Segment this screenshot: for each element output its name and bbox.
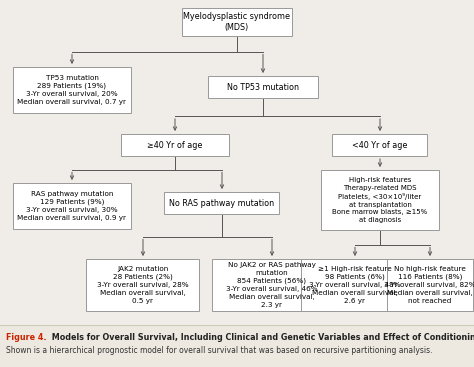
FancyBboxPatch shape [387, 259, 473, 311]
Text: No high-risk feature
116 Patients (8%)
3-Yr overall survival, 82%
Median overall: No high-risk feature 116 Patients (8%) 3… [384, 266, 474, 304]
FancyBboxPatch shape [332, 134, 428, 156]
Text: No JAK2 or RAS pathway
mutation
854 Patients (56%)
3-Yr overall survival, 46%
Me: No JAK2 or RAS pathway mutation 854 Pati… [226, 262, 318, 308]
Text: <40 Yr of age: <40 Yr of age [352, 141, 408, 149]
FancyBboxPatch shape [182, 8, 292, 36]
Text: Figure 4.: Figure 4. [6, 333, 46, 342]
Text: Shown is a hierarchical prognostic model for overall survival that was based on : Shown is a hierarchical prognostic model… [6, 346, 432, 355]
FancyBboxPatch shape [164, 192, 280, 214]
FancyBboxPatch shape [301, 259, 409, 311]
FancyBboxPatch shape [13, 67, 131, 113]
FancyBboxPatch shape [13, 183, 131, 229]
FancyBboxPatch shape [321, 170, 439, 230]
Text: ≥40 Yr of age: ≥40 Yr of age [147, 141, 203, 149]
Text: No RAS pathway mutation: No RAS pathway mutation [169, 199, 274, 207]
Text: ≥1 High-risk feature
98 Patients (6%)
3-Yr overall survival, 49%
Median overall : ≥1 High-risk feature 98 Patients (6%) 3-… [309, 266, 401, 304]
Text: JAK2 mutation
28 Patients (2%)
3-Yr overall survival, 28%
Median overall surviva: JAK2 mutation 28 Patients (2%) 3-Yr over… [97, 266, 189, 304]
Text: High-risk features
Therapy-related MDS
Platelets, <30×10⁹/liter
at transplantati: High-risk features Therapy-related MDS P… [332, 177, 428, 223]
Bar [0, 325, 474, 367]
FancyBboxPatch shape [86, 259, 200, 311]
Text: Myelodysplastic syndrome
(MDS): Myelodysplastic syndrome (MDS) [183, 12, 291, 32]
Text: Models for Overall Survival, Including Clinical and Genetic Variables and Effect: Models for Overall Survival, Including C… [49, 333, 474, 342]
Text: No TP53 mutation: No TP53 mutation [227, 83, 299, 91]
FancyBboxPatch shape [212, 259, 332, 311]
FancyBboxPatch shape [121, 134, 229, 156]
Text: RAS pathway mutation
129 Patients (9%)
3-Yr overall survival, 30%
Median overall: RAS pathway mutation 129 Patients (9%) 3… [18, 191, 127, 221]
Text: TP53 mutation
289 Patients (19%)
3-Yr overall survival, 20%
Median overall survi: TP53 mutation 289 Patients (19%) 3-Yr ov… [18, 75, 127, 105]
FancyBboxPatch shape [208, 76, 318, 98]
